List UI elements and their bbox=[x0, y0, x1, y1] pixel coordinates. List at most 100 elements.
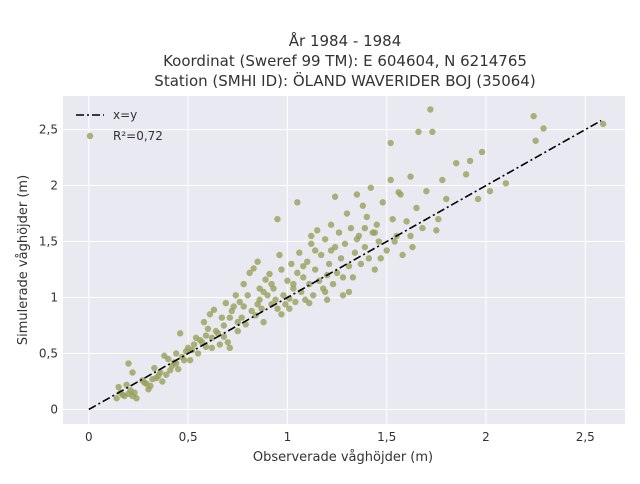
data-point bbox=[240, 303, 247, 310]
data-point bbox=[339, 274, 347, 281]
data-point bbox=[123, 381, 130, 389]
data-point bbox=[379, 199, 386, 206]
data-point bbox=[323, 296, 331, 303]
data-point bbox=[306, 299, 313, 307]
data-point bbox=[240, 280, 247, 288]
data-point bbox=[290, 280, 297, 288]
data-point bbox=[321, 288, 329, 296]
data-point bbox=[365, 255, 373, 262]
data-point bbox=[234, 318, 241, 326]
data-point bbox=[433, 227, 440, 234]
x-tick-label: 2,5 bbox=[576, 430, 595, 444]
data-point bbox=[272, 296, 279, 303]
data-point bbox=[373, 221, 380, 228]
data-point bbox=[423, 187, 430, 195]
data-point bbox=[202, 332, 210, 339]
data-point bbox=[266, 270, 273, 278]
data-point bbox=[190, 341, 198, 348]
data-point bbox=[313, 227, 321, 234]
y-tick-label: 1 bbox=[50, 291, 58, 305]
data-point bbox=[292, 298, 299, 306]
data-point bbox=[399, 251, 406, 259]
data-point bbox=[351, 249, 359, 256]
data-point bbox=[443, 195, 450, 203]
y-tick-label: 0,5 bbox=[39, 346, 58, 360]
data-point bbox=[256, 296, 263, 303]
y-tick-label: 1,5 bbox=[39, 235, 58, 249]
x-tick-label: 0 bbox=[85, 430, 93, 444]
data-point bbox=[296, 249, 303, 256]
data-point bbox=[284, 277, 291, 284]
data-point bbox=[294, 199, 301, 206]
data-point bbox=[125, 360, 132, 367]
x-tick-label: 1,5 bbox=[377, 430, 396, 444]
data-point bbox=[115, 383, 122, 391]
x-tick-label: 2 bbox=[482, 430, 490, 444]
data-point bbox=[371, 266, 378, 273]
data-point bbox=[439, 176, 446, 184]
data-point bbox=[306, 280, 313, 288]
data-point bbox=[180, 356, 188, 364]
data-point bbox=[367, 184, 375, 191]
data-point bbox=[310, 292, 317, 299]
data-point bbox=[312, 247, 319, 254]
data-point bbox=[165, 355, 172, 363]
data-point bbox=[353, 236, 361, 243]
data-point bbox=[357, 260, 365, 268]
data-point bbox=[315, 277, 323, 284]
data-point bbox=[204, 325, 212, 333]
data-point bbox=[343, 210, 351, 217]
data-point bbox=[387, 176, 394, 184]
data-point bbox=[232, 292, 239, 299]
chart-title: År 1984 - 1984 Koordinat (Sweref 99 TM):… bbox=[154, 31, 535, 90]
y-axis-label: Simulerade våghöjder (m) bbox=[16, 175, 31, 345]
data-point bbox=[407, 173, 414, 180]
title-line-1: År 1984 - 1984 bbox=[289, 31, 402, 50]
data-point bbox=[230, 303, 237, 310]
data-point bbox=[206, 311, 214, 318]
data-point bbox=[337, 255, 345, 262]
data-point bbox=[246, 269, 253, 277]
data-point bbox=[274, 305, 281, 312]
data-point bbox=[375, 238, 382, 245]
x-tick-label: 0,5 bbox=[179, 430, 198, 444]
data-point bbox=[254, 258, 261, 265]
data-point bbox=[341, 240, 349, 247]
data-point bbox=[530, 112, 537, 120]
data-point bbox=[395, 189, 402, 196]
reference-line-x-equals-y bbox=[88, 119, 602, 411]
data-point bbox=[327, 221, 335, 228]
title-line-3: Station (SMHI ID): ÖLAND WAVERIDER BOJ (… bbox=[154, 71, 535, 90]
data-point bbox=[419, 224, 426, 232]
data-point bbox=[312, 266, 319, 273]
data-point bbox=[226, 344, 234, 352]
data-point bbox=[133, 395, 140, 402]
data-point bbox=[280, 292, 287, 299]
data-point bbox=[308, 232, 315, 240]
data-point bbox=[403, 218, 410, 225]
data-point bbox=[453, 159, 460, 167]
legend-point-swatch bbox=[86, 132, 94, 140]
data-point bbox=[216, 341, 224, 348]
data-point bbox=[486, 187, 494, 195]
data-point bbox=[149, 376, 156, 383]
data-point bbox=[474, 195, 482, 203]
data-point bbox=[172, 350, 180, 357]
data-point bbox=[278, 266, 285, 273]
data-point bbox=[260, 288, 267, 296]
data-point bbox=[208, 334, 216, 342]
data-point bbox=[325, 260, 333, 268]
data-point bbox=[478, 148, 486, 156]
data-point bbox=[300, 274, 307, 281]
data-point bbox=[226, 314, 234, 321]
legend: x=y R²=0,72 bbox=[76, 108, 163, 143]
data-point bbox=[331, 193, 339, 200]
data-point bbox=[413, 204, 420, 212]
data-point bbox=[210, 306, 218, 314]
data-point bbox=[429, 128, 436, 136]
x-axis-ticks: 0 0,5 1 1,5 2 2,5 bbox=[85, 430, 595, 444]
data-point bbox=[274, 215, 281, 223]
data-point bbox=[409, 243, 416, 251]
y-tick-label: 2,5 bbox=[39, 123, 58, 137]
